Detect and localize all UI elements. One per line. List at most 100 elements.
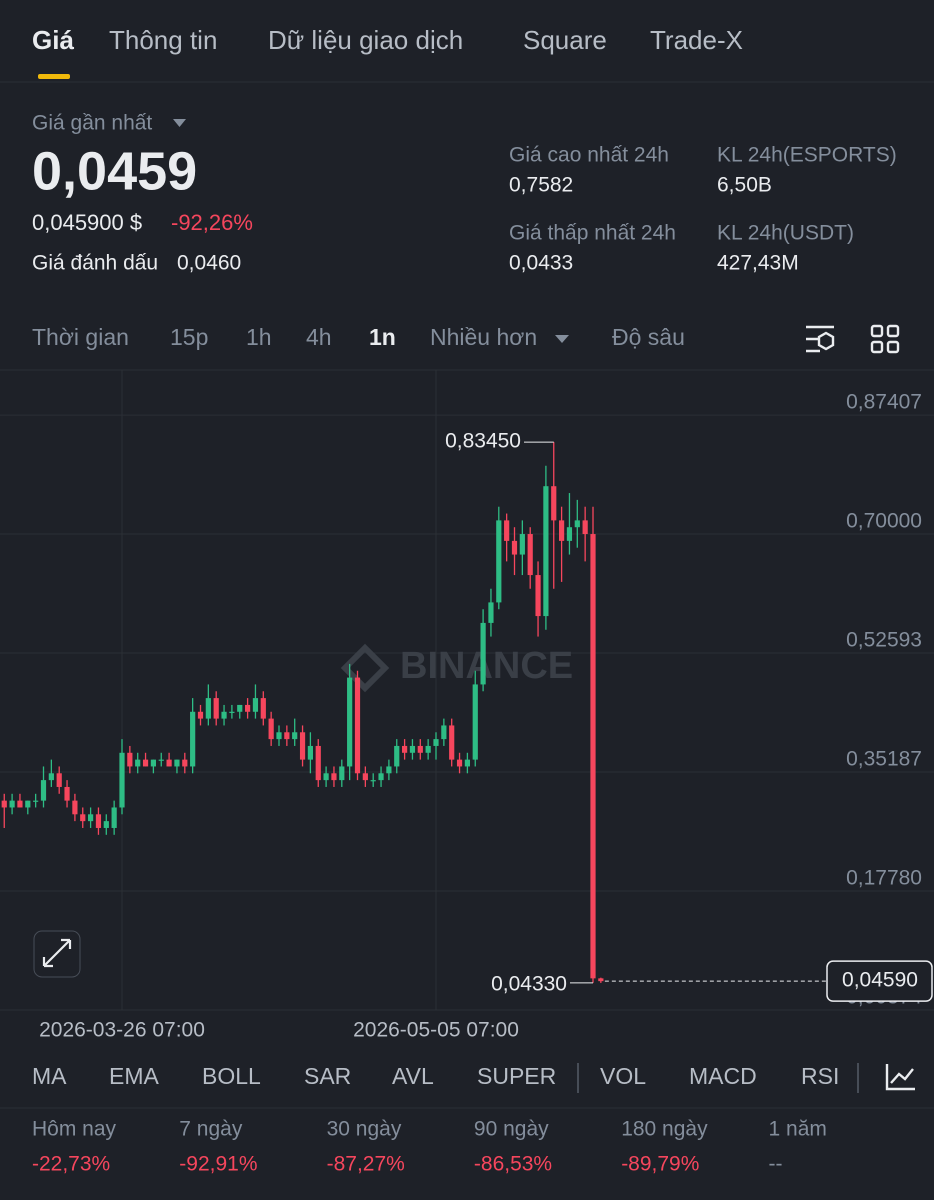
candle-body xyxy=(25,800,31,808)
interval[interactable]: Độ sâu xyxy=(612,324,685,350)
interval[interactable]: Thời gian xyxy=(32,324,129,350)
tab[interactable]: Giá xyxy=(32,25,74,55)
stat-value: 427,43M xyxy=(717,252,799,275)
indicator[interactable]: AVL xyxy=(392,1063,434,1089)
watermark-logo xyxy=(340,643,390,693)
candle-body xyxy=(190,711,196,767)
candle-body xyxy=(9,800,15,808)
x-tick-label: 2026-03-26 07:00 xyxy=(39,1019,205,1042)
indicator[interactable]: MA xyxy=(32,1063,67,1089)
candle-body xyxy=(268,718,274,740)
candle-body xyxy=(378,773,384,781)
candle-body xyxy=(598,978,604,982)
candle-body xyxy=(339,766,345,781)
candle-body xyxy=(276,732,282,740)
indicator[interactable]: RSI xyxy=(801,1063,839,1089)
candle-body xyxy=(142,759,149,767)
candle-body xyxy=(574,520,580,528)
candle-body xyxy=(370,780,376,782)
candle-body xyxy=(40,780,47,801)
candle-body xyxy=(213,698,219,719)
price-usd: 0,045900 $ xyxy=(32,210,142,235)
candle-body xyxy=(527,534,533,576)
y-tick-label: 0,87407 xyxy=(846,391,922,414)
x-tick-label: 2026-05-05 07:00 xyxy=(353,1019,519,1042)
price-change: -92,26% xyxy=(171,210,253,235)
dropdown-icon[interactable] xyxy=(173,119,186,127)
candle-body xyxy=(127,752,133,767)
candle-body xyxy=(237,704,243,712)
candle-body xyxy=(260,698,266,719)
indicator[interactable]: EMA xyxy=(109,1063,160,1089)
candle-body xyxy=(417,745,423,753)
y-tick-label: 0,52593 xyxy=(846,629,922,652)
candle-body xyxy=(504,520,510,541)
stat-label: KL 24h(USDT) xyxy=(717,222,854,245)
candle-body xyxy=(394,745,400,767)
layout-icon[interactable] xyxy=(870,324,900,354)
candle-body xyxy=(496,520,502,603)
candle-body xyxy=(103,821,109,828)
candle-body xyxy=(354,677,361,774)
mark-price: 0,0460 xyxy=(177,252,241,275)
candle-body xyxy=(519,534,525,555)
tab[interactable]: Trade-X xyxy=(650,25,743,55)
last-price-label: 0,04590 xyxy=(842,969,918,992)
candle-body xyxy=(590,534,596,979)
indicator[interactable]: BOLL xyxy=(202,1063,261,1089)
period-change: -86,53% xyxy=(474,1153,552,1176)
indicator[interactable]: MACD xyxy=(689,1063,757,1089)
candle-body xyxy=(511,540,518,555)
tab[interactable]: Dữ liệu giao dịch xyxy=(268,25,463,55)
candle-body xyxy=(245,704,251,712)
candle-body xyxy=(582,520,588,535)
high-label: 0,83450 xyxy=(445,430,521,453)
candle-body xyxy=(284,732,290,740)
indicator[interactable]: SAR xyxy=(304,1063,351,1089)
candle-body xyxy=(135,759,141,767)
settings-icon[interactable] xyxy=(806,325,835,353)
dropdown-icon[interactable] xyxy=(555,335,569,343)
stat-value: 0,0433 xyxy=(509,252,573,275)
candle-body xyxy=(72,800,78,815)
candle-body xyxy=(425,745,431,753)
indicator[interactable]: VOL xyxy=(600,1063,646,1089)
candle-body xyxy=(48,773,54,781)
candle-body xyxy=(205,698,211,719)
period-change: -89,79% xyxy=(621,1153,699,1176)
period-change: -22,73% xyxy=(32,1153,110,1176)
candle-body xyxy=(543,486,549,617)
candle-body xyxy=(150,759,156,767)
stat-label: Giá cao nhất 24h xyxy=(509,144,669,167)
candle-body xyxy=(33,800,39,802)
interval[interactable]: 1n xyxy=(369,324,396,350)
tab[interactable]: Square xyxy=(523,25,607,55)
interval[interactable]: 15p xyxy=(170,324,208,350)
watermark: BINANCE xyxy=(400,645,573,687)
last-price-box xyxy=(826,960,933,1002)
candle-body xyxy=(566,527,573,541)
candle-body xyxy=(441,725,447,740)
interval[interactable]: 1h xyxy=(246,324,272,350)
stat-label: Giá thấp nhất 24h xyxy=(509,222,676,245)
candle-body xyxy=(347,677,353,767)
candle-body xyxy=(111,807,117,828)
candle-body xyxy=(1,800,7,808)
candle-body xyxy=(166,759,172,767)
candle-body xyxy=(292,732,298,740)
indicator-settings-icon[interactable] xyxy=(885,1064,915,1091)
interval[interactable]: 4h xyxy=(306,324,332,350)
y-tick-label: 0,35187 xyxy=(846,748,922,771)
price-label: Giá gần nhất xyxy=(32,112,152,135)
tab[interactable]: Thông tin xyxy=(109,25,217,55)
candle-body xyxy=(315,745,321,781)
candle-body xyxy=(119,752,125,808)
candle-body xyxy=(80,814,86,822)
candle-body xyxy=(433,739,439,746)
interval[interactable]: Nhiều hơn xyxy=(430,324,537,350)
candle-body xyxy=(323,773,329,781)
candle-body xyxy=(386,766,392,774)
indicator[interactable]: SUPER xyxy=(477,1063,556,1089)
